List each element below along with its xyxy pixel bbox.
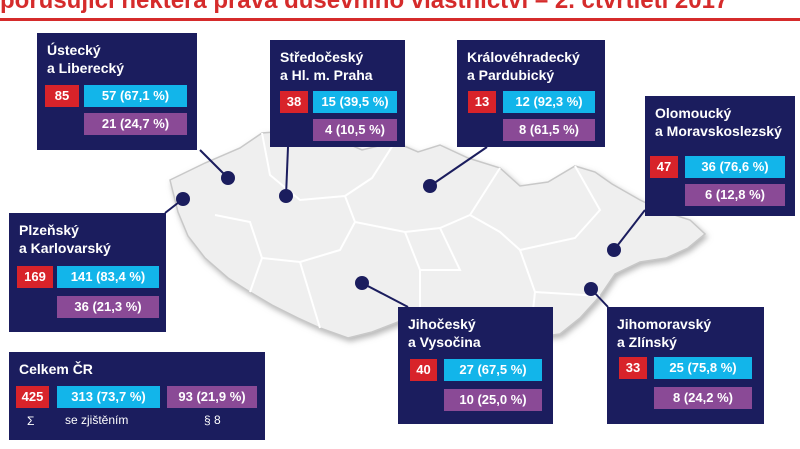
found-label: se zjištěním	[65, 413, 129, 427]
region-name: a Pardubický	[467, 67, 555, 83]
total-value: 47	[650, 156, 678, 178]
total-value: 85	[45, 85, 79, 107]
connector-jihocesky	[361, 282, 409, 308]
region-box-olomoucky: Olomoucký a Moravskoslezský 47 36 (76,6 …	[645, 96, 795, 216]
title-underline	[0, 18, 800, 21]
marker-stredocesky	[279, 189, 293, 203]
region-box-stredocesky: Středočeský a Hl. m. Praha 38 15 (39,5 %…	[270, 40, 405, 147]
par8-label: § 8	[204, 413, 221, 427]
region-name: Středočeský	[280, 49, 364, 65]
sigma-label: Σ	[27, 414, 35, 428]
total-value: 425	[16, 386, 49, 408]
region-name: Jihočeský	[408, 316, 476, 332]
marker-olomoucky	[607, 243, 621, 257]
total-value: 169	[17, 266, 53, 288]
total-value: 33	[619, 357, 647, 379]
marker-ustecky	[221, 171, 235, 185]
par8-value: 6 (12,8 %)	[685, 184, 785, 206]
par8-value: 4 (10,5 %)	[313, 119, 397, 141]
region-name: a Vysočina	[408, 334, 481, 350]
found-value: 57 (67,1 %)	[84, 85, 187, 107]
connector-kralovehradecky	[429, 146, 488, 187]
region-name: a Hl. m. Praha	[280, 67, 373, 83]
found-value: 27 (67,5 %)	[444, 359, 542, 381]
region-box-plzensky: Plzeňský a Karlovarský 169 141 (83,4 %) …	[9, 213, 166, 332]
total-value: 38	[280, 91, 308, 113]
region-name: Plzeňský	[19, 222, 79, 238]
par8-value: 93 (21,9 %)	[167, 386, 257, 408]
total-value: 40	[410, 359, 437, 381]
summary-title: Celkem ČR	[19, 361, 93, 377]
region-name: a Liberecký	[47, 60, 125, 76]
region-name: Jihomoravský	[617, 316, 712, 332]
found-value: 12 (92,3 %)	[503, 91, 595, 113]
marker-jihocesky	[355, 276, 369, 290]
region-name: Královéhradecký	[467, 49, 580, 65]
connector-stredocesky	[285, 146, 289, 197]
par8-value: 36 (21,3 %)	[57, 296, 159, 318]
region-box-ustecky: Ústecký a Liberecký 85 57 (67,1 %) 21 (2…	[37, 33, 197, 150]
found-value: 313 (73,7 %)	[57, 386, 160, 408]
region-box-kralovehradecky: Královéhradecký a Pardubický 13 12 (92,3…	[457, 40, 605, 147]
found-value: 141 (83,4 %)	[57, 266, 159, 288]
region-box-jihocesky: Jihočeský a Vysočina 40 27 (67,5 %) 10 (…	[398, 307, 553, 424]
marker-jihomoravsky	[584, 282, 598, 296]
region-name: Ústecký	[47, 42, 101, 58]
region-box-jihomoravsky: Jihomoravský a Zlínský 33 25 (75,8 %) 8 …	[607, 307, 764, 424]
found-value: 15 (39,5 %)	[313, 91, 397, 113]
region-name: a Karlovarský	[19, 240, 111, 256]
found-value: 25 (75,8 %)	[654, 357, 752, 379]
marker-plzensky	[176, 192, 190, 206]
marker-kralovehradecky	[423, 179, 437, 193]
summary-box: Celkem ČR 425 313 (73,7 %) 93 (21,9 %) Σ…	[9, 352, 265, 440]
region-name: a Moravskoslezský	[655, 123, 782, 139]
found-value: 36 (76,6 %)	[685, 156, 785, 178]
par8-value: 8 (61,5 %)	[503, 119, 595, 141]
region-name: a Zlínský	[617, 334, 677, 350]
connector-olomoucky	[613, 209, 646, 251]
par8-value: 10 (25,0 %)	[444, 389, 542, 411]
par8-value: 8 (24,2 %)	[654, 387, 752, 409]
region-name: Olomoucký	[655, 105, 732, 121]
page-title: porušující některá práva duševního vlast…	[0, 0, 729, 14]
total-value: 13	[468, 91, 496, 113]
par8-value: 21 (24,7 %)	[84, 113, 187, 135]
